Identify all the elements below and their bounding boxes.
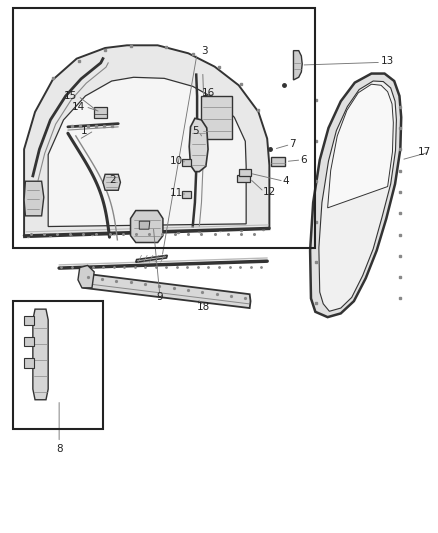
Polygon shape xyxy=(237,175,250,182)
Text: 6: 6 xyxy=(300,155,307,165)
Text: 12: 12 xyxy=(263,187,276,197)
Polygon shape xyxy=(24,316,34,325)
Polygon shape xyxy=(48,77,246,227)
Text: 8: 8 xyxy=(56,444,63,454)
Text: 10: 10 xyxy=(170,156,183,166)
Polygon shape xyxy=(131,211,163,243)
Polygon shape xyxy=(78,265,94,288)
Polygon shape xyxy=(271,157,285,166)
Polygon shape xyxy=(201,96,232,139)
Text: 14: 14 xyxy=(72,102,85,111)
Polygon shape xyxy=(319,81,396,311)
Polygon shape xyxy=(83,274,251,308)
Polygon shape xyxy=(94,107,107,118)
Bar xyxy=(13,301,103,429)
Text: 11: 11 xyxy=(170,189,183,198)
Text: 16: 16 xyxy=(201,88,215,98)
Polygon shape xyxy=(24,181,44,216)
Polygon shape xyxy=(293,51,302,80)
Polygon shape xyxy=(182,191,191,198)
Polygon shape xyxy=(310,74,401,317)
Text: 1: 1 xyxy=(81,126,88,135)
Bar xyxy=(13,8,315,248)
Polygon shape xyxy=(182,159,191,166)
Text: 15: 15 xyxy=(64,91,77,101)
Text: 4: 4 xyxy=(283,176,289,186)
Polygon shape xyxy=(139,221,150,229)
Text: 13: 13 xyxy=(381,56,394,66)
Polygon shape xyxy=(24,358,34,368)
Text: 7: 7 xyxy=(289,139,296,149)
Text: 3: 3 xyxy=(201,46,208,55)
Polygon shape xyxy=(24,45,269,237)
Text: 9: 9 xyxy=(156,293,163,302)
Text: 2: 2 xyxy=(110,175,116,184)
Text: 17: 17 xyxy=(418,147,431,157)
Polygon shape xyxy=(136,255,167,262)
Polygon shape xyxy=(24,337,34,346)
Polygon shape xyxy=(33,309,48,400)
Polygon shape xyxy=(239,169,251,176)
Polygon shape xyxy=(328,84,393,208)
Polygon shape xyxy=(103,174,120,190)
Text: 5: 5 xyxy=(193,126,199,135)
Polygon shape xyxy=(189,118,208,172)
Text: 18: 18 xyxy=(197,302,210,312)
